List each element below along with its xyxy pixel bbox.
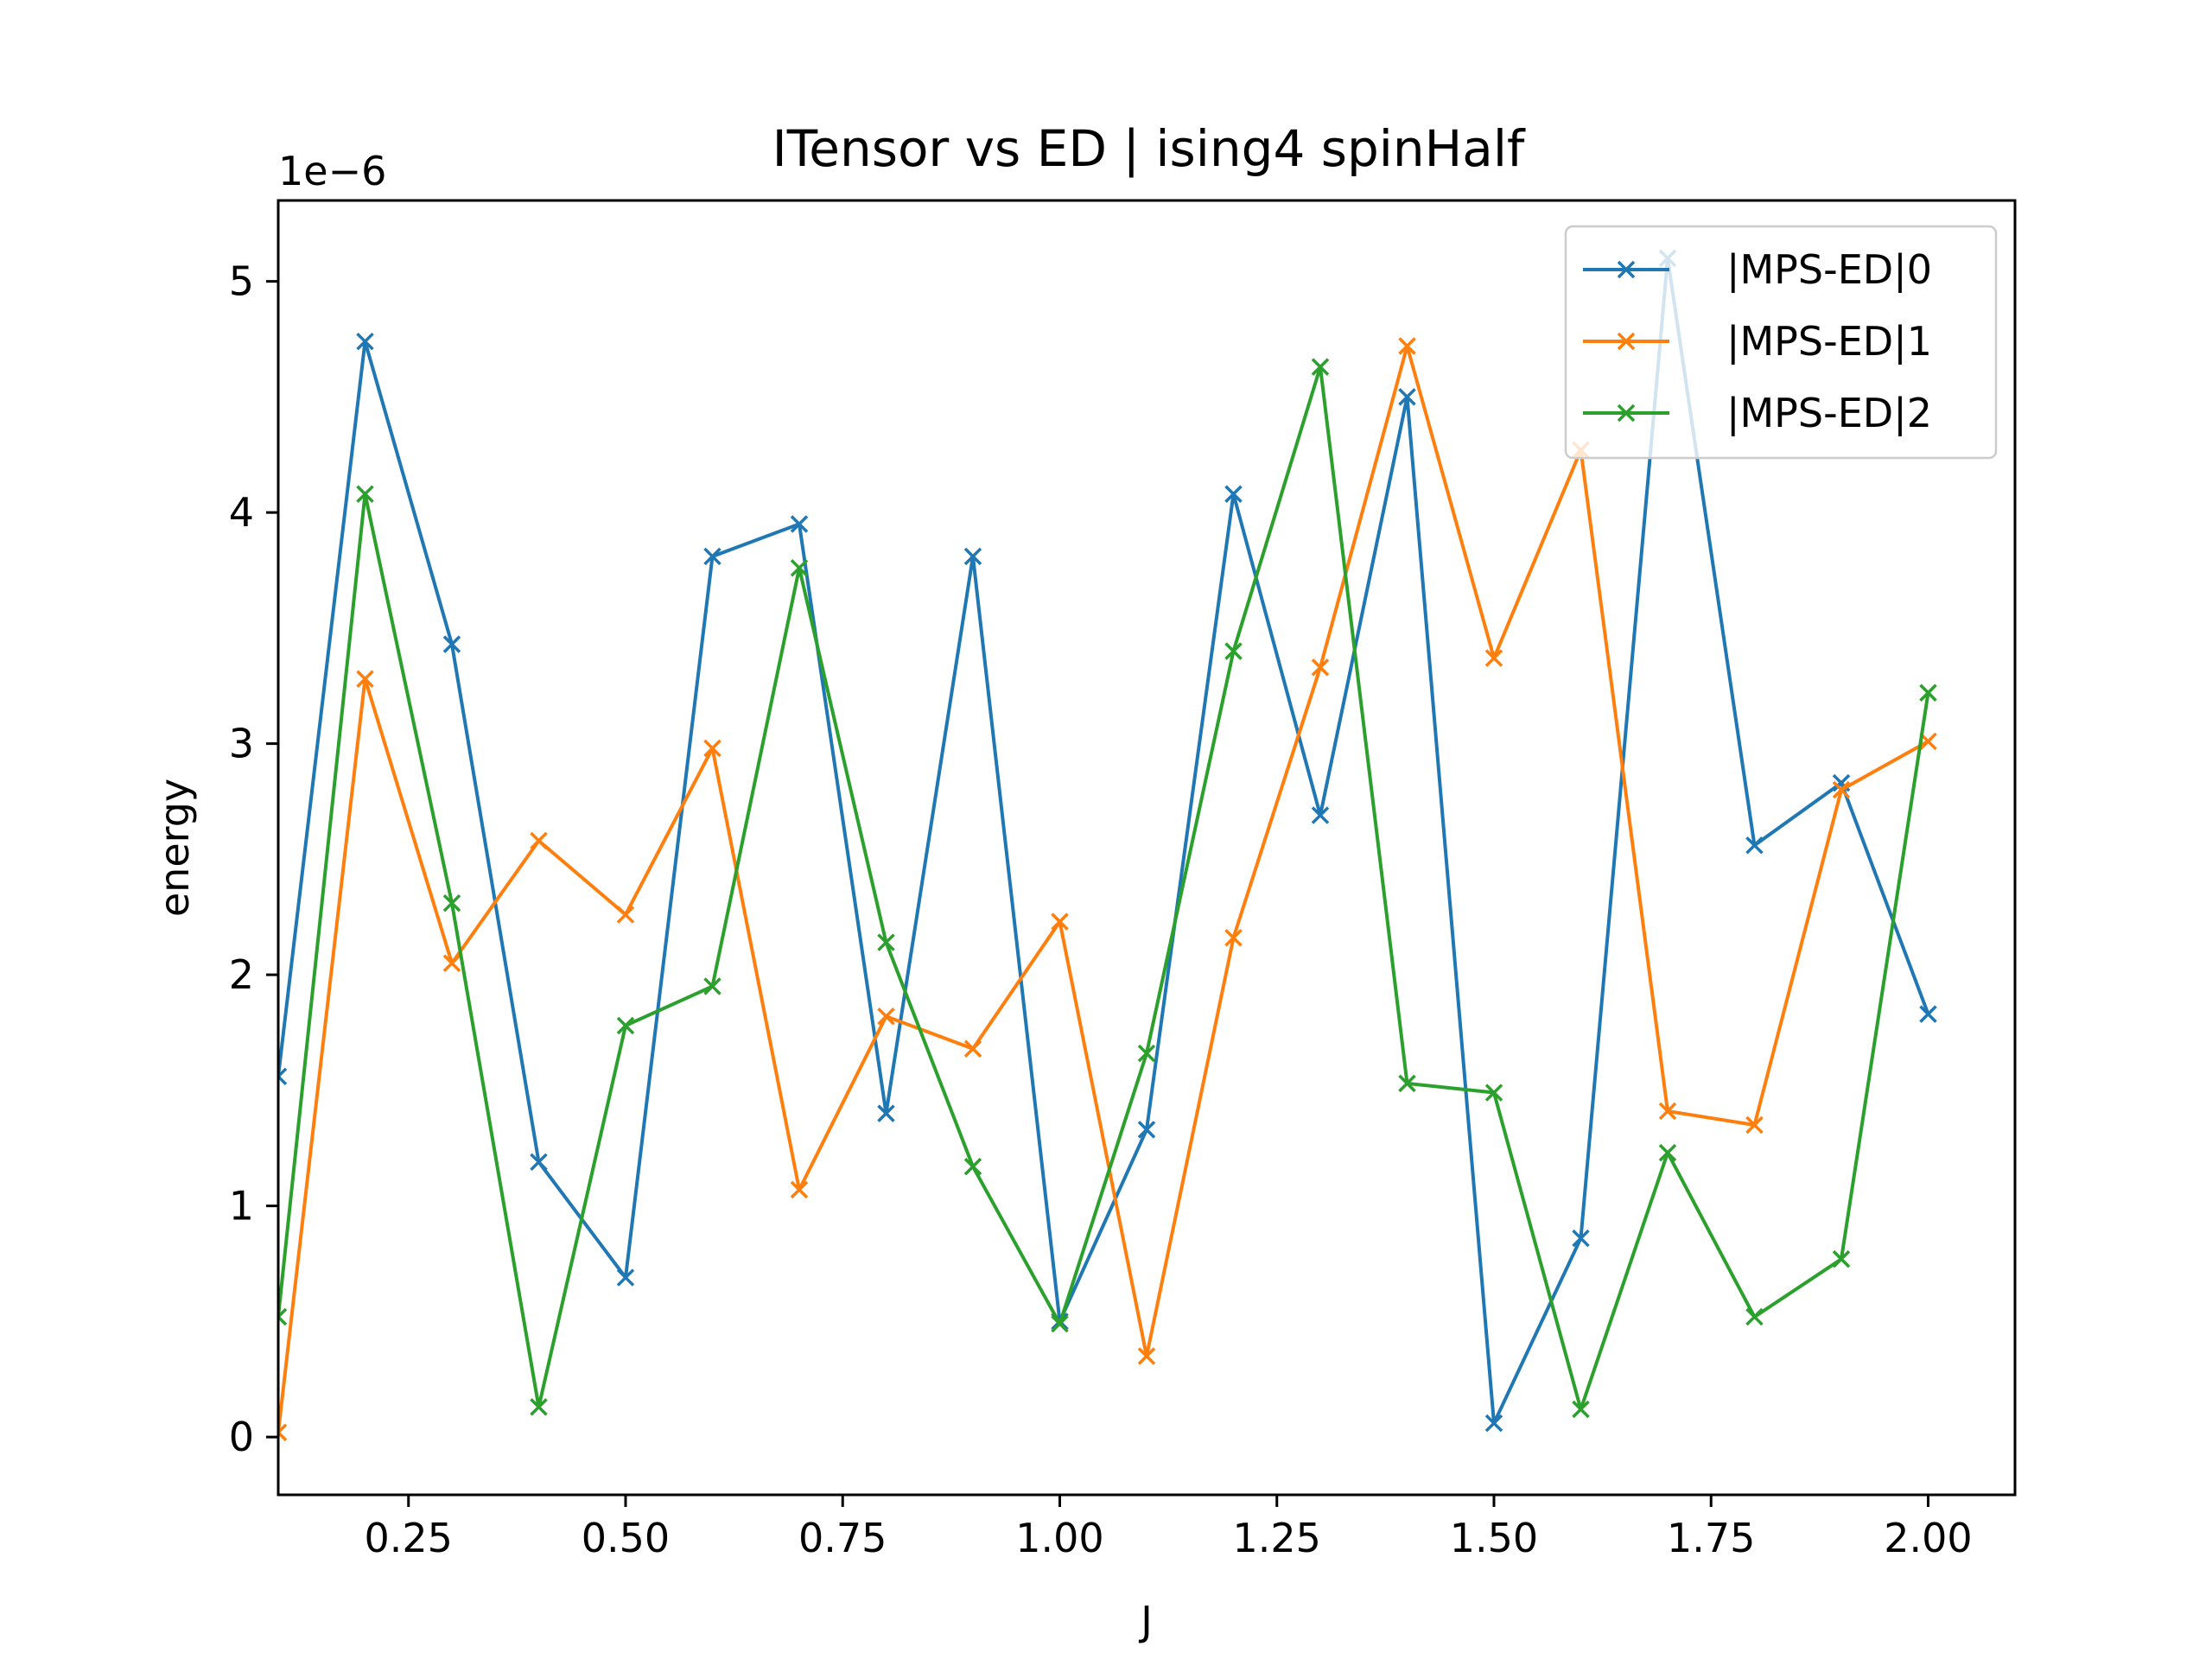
data-point-marker bbox=[278, 1423, 288, 1442]
x-tick-label: 0.50 bbox=[582, 1515, 670, 1561]
y-axis: 0 1 2 3 4 5 bbox=[229, 258, 278, 1460]
data-point-marker bbox=[1311, 358, 1330, 376]
x-tick-label: 1.00 bbox=[1015, 1515, 1103, 1561]
data-point-marker bbox=[278, 1067, 288, 1086]
legend-marker bbox=[1617, 260, 1636, 279]
data-point-marker bbox=[442, 954, 461, 972]
data-point-marker bbox=[877, 1104, 895, 1122]
data-point-marker bbox=[1572, 1400, 1590, 1419]
data-point-marker bbox=[1919, 683, 1937, 702]
data-point-marker bbox=[963, 1157, 982, 1176]
x-axis-label: J bbox=[1138, 1598, 1153, 1644]
data-point-marker bbox=[530, 1398, 548, 1416]
data-point-marker bbox=[963, 547, 982, 566]
x-tick-label: 2.00 bbox=[1884, 1515, 1972, 1561]
data-point-marker bbox=[1311, 658, 1330, 677]
data-point-marker bbox=[442, 893, 461, 912]
x-tick-label: 1.50 bbox=[1450, 1515, 1538, 1561]
data-point-marker bbox=[1311, 806, 1330, 824]
data-point-marker bbox=[1051, 912, 1069, 931]
y-tick-label: 1 bbox=[229, 1183, 254, 1230]
y-tick-label: 2 bbox=[229, 951, 254, 998]
legend-label: |MPS-ED|1 bbox=[1726, 318, 1932, 365]
data-point-marker bbox=[1224, 642, 1243, 660]
legend-box bbox=[1564, 225, 1998, 460]
data-point-marker bbox=[616, 1016, 635, 1035]
data-point-marker bbox=[790, 515, 809, 533]
data-point-marker bbox=[616, 906, 635, 924]
series-line-1 bbox=[278, 344, 1929, 1433]
y-tick-label: 3 bbox=[229, 721, 254, 767]
data-point-marker bbox=[703, 739, 721, 758]
data-point-marker bbox=[877, 933, 895, 951]
plot-frame bbox=[276, 199, 2017, 1497]
legend: |MPS-ED|0 |MPS-ED|1 |MPS-ED|2 bbox=[1564, 225, 1998, 460]
data-point-marker bbox=[1745, 1307, 1764, 1326]
data-point-marker bbox=[1658, 1102, 1677, 1121]
data-point-marker bbox=[1745, 836, 1764, 855]
data-point-marker bbox=[1745, 1116, 1764, 1135]
data-point-marker bbox=[356, 670, 374, 688]
data-point-marker bbox=[1484, 1084, 1503, 1102]
data-point-marker bbox=[1224, 929, 1243, 947]
y-offset-label: 1e−6 bbox=[278, 148, 386, 194]
x-tick-label: 1.25 bbox=[1233, 1515, 1321, 1561]
data-point-marker bbox=[1398, 1074, 1416, 1093]
data-point-marker bbox=[1832, 1249, 1851, 1268]
x-tick-label: 1.75 bbox=[1667, 1515, 1755, 1561]
y-tick-label: 4 bbox=[229, 489, 254, 536]
data-point-marker bbox=[530, 1153, 548, 1172]
legend-marker bbox=[1617, 404, 1636, 423]
y-axis-label: energy bbox=[151, 779, 198, 917]
data-point-marker bbox=[1398, 337, 1416, 355]
data-point-marker bbox=[442, 635, 461, 653]
data-point-marker bbox=[1919, 1005, 1937, 1023]
data-point-marker bbox=[1484, 1414, 1503, 1433]
x-axis: 0.25 0.50 0.75 1.00 1.25 1.50 1.75 2.00 bbox=[365, 1495, 1973, 1561]
data-point-marker bbox=[1484, 649, 1503, 667]
x-tick-label: 0.75 bbox=[798, 1515, 887, 1561]
series-line-2 bbox=[278, 365, 1930, 1412]
data-point-marker bbox=[1398, 388, 1416, 406]
data-point-marker bbox=[1832, 780, 1851, 799]
data-point-marker bbox=[1224, 485, 1243, 503]
data-point-marker bbox=[1137, 1347, 1156, 1365]
data-point-marker bbox=[1137, 1121, 1156, 1139]
data-point-marker bbox=[530, 831, 548, 850]
data-point-marker bbox=[356, 485, 374, 503]
legend-marker bbox=[1617, 332, 1636, 351]
data-point-marker bbox=[790, 1180, 809, 1199]
chart-title: ITensor vs ED | ising4 spinHalf bbox=[772, 119, 1526, 178]
data-point-marker bbox=[616, 1268, 635, 1287]
x-tick-label: 0.25 bbox=[365, 1515, 453, 1561]
data-point-marker bbox=[1658, 1143, 1677, 1162]
data-point-marker bbox=[1572, 1229, 1590, 1248]
data-point-marker bbox=[1137, 1044, 1156, 1063]
data-point-marker bbox=[278, 1307, 288, 1326]
data-point-marker bbox=[703, 977, 721, 995]
y-tick-label: 0 bbox=[229, 1414, 254, 1460]
data-point-marker bbox=[703, 547, 721, 566]
legend-label: |MPS-ED|0 bbox=[1726, 246, 1932, 294]
data-point-marker bbox=[963, 1039, 982, 1058]
y-tick-label: 5 bbox=[229, 258, 254, 305]
data-point-marker bbox=[877, 1007, 895, 1026]
legend-label: |MPS-ED|2 bbox=[1726, 390, 1932, 437]
data-point-marker bbox=[1051, 1314, 1069, 1333]
data-point-marker bbox=[356, 332, 374, 351]
data-point-marker bbox=[790, 559, 809, 577]
